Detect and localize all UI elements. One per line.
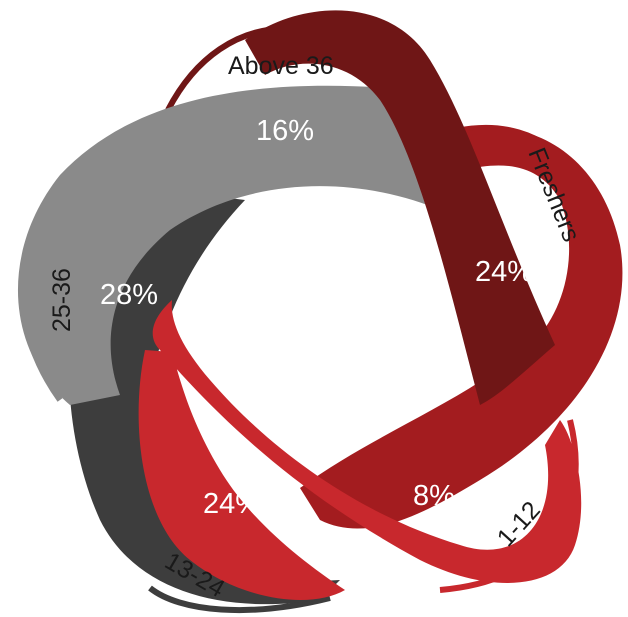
ribbon-above-36 — [245, 10, 555, 405]
percent-13-24: 24% — [203, 488, 261, 520]
percent-25-36: 28% — [100, 279, 158, 311]
percent-above-36: 16% — [256, 115, 314, 147]
percent-freshers: 24% — [475, 256, 533, 288]
ribbon-1-12 — [138, 300, 582, 600]
loop-13-24 — [148, 585, 331, 614]
label-25-36: 25-36 — [48, 268, 76, 332]
label-above-36: Above 36 — [228, 52, 334, 80]
ribbon-freshers — [300, 128, 623, 529]
percent-1-12: 8% — [413, 480, 455, 512]
ribbon-25-36 — [17, 85, 445, 405]
ribbon-13-24 — [68, 185, 341, 605]
